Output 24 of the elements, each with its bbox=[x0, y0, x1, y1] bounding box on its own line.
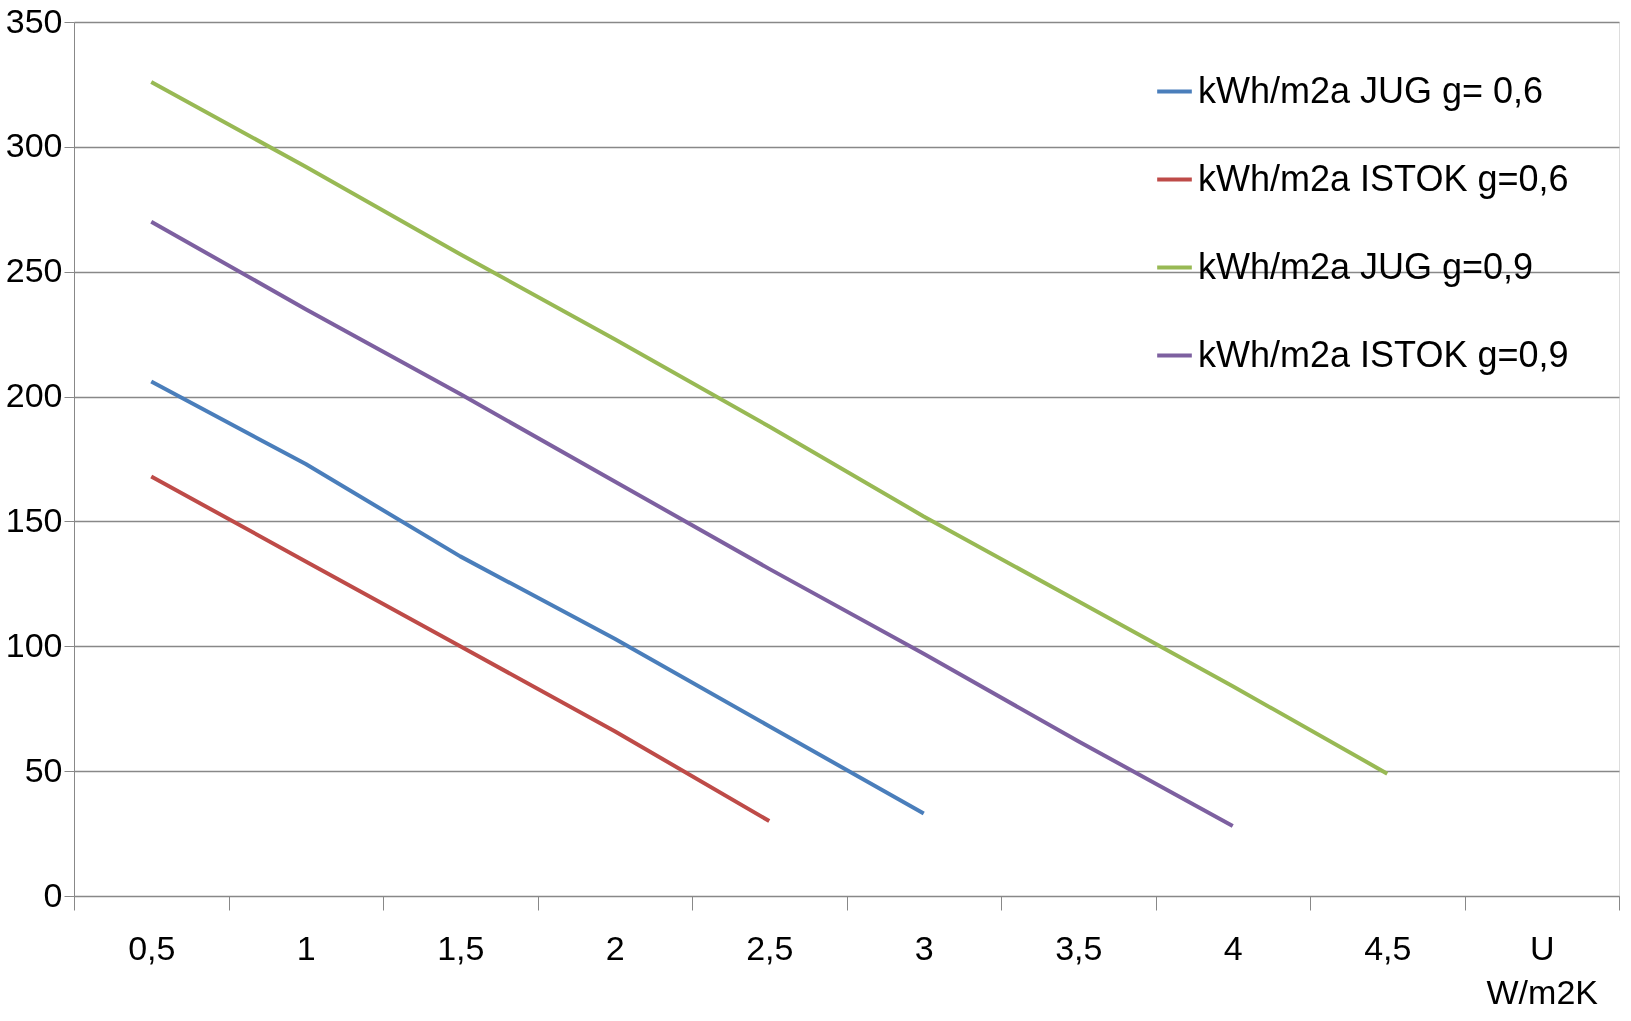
y-tick-label: 300 bbox=[5, 126, 63, 165]
x-tick-label: 3 bbox=[914, 928, 934, 967]
y-tick-label: 100 bbox=[5, 625, 63, 664]
legend-label: kWh/m2a ISTOK g=0,9 bbox=[1198, 333, 1569, 375]
y-tick-label: 0 bbox=[43, 875, 63, 914]
y-tick-label: 50 bbox=[24, 750, 63, 789]
x-tick-label: U W/m2K bbox=[1486, 928, 1599, 1011]
legend-label: kWh/m2a ISTOK g=0,6 bbox=[1198, 157, 1569, 199]
x-tick-label: 1,5 bbox=[437, 928, 485, 967]
x-tick-label: 4 bbox=[1223, 928, 1243, 967]
x-tick-label: 2,5 bbox=[746, 928, 794, 967]
y-tick-label: 150 bbox=[5, 500, 63, 539]
y-tick-label: 250 bbox=[5, 251, 63, 290]
x-tick-label: 1 bbox=[296, 928, 316, 967]
x-tick-label: 2 bbox=[605, 928, 625, 967]
line-series bbox=[149, 379, 926, 816]
x-tick-label: 3,5 bbox=[1055, 928, 1103, 967]
legend-label: kWh/m2a JUG g= 0,6 bbox=[1198, 69, 1544, 111]
x-tick-label: 0,5 bbox=[128, 928, 176, 967]
y-tick-label: 350 bbox=[5, 1, 63, 40]
line-series bbox=[149, 474, 772, 824]
y-tick-label: 200 bbox=[5, 376, 63, 415]
x-tick-label: 4,5 bbox=[1364, 928, 1412, 967]
legend-label: kWh/m2a JUG g=0,9 bbox=[1198, 245, 1534, 287]
